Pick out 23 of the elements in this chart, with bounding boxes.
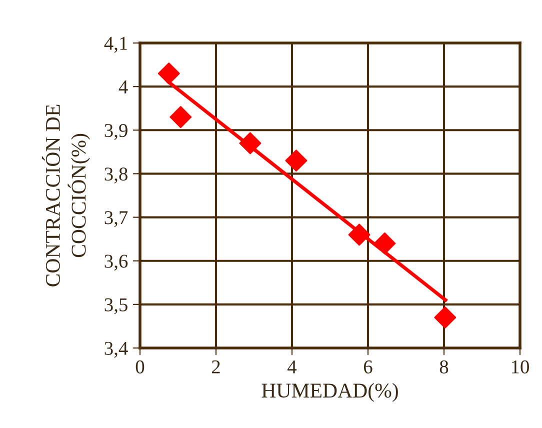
point	[285, 150, 308, 172]
y-tick-label: 3,5	[104, 298, 128, 314]
x-tick-label: 4	[288, 360, 297, 374]
y-axis-title: CONTRACCIÓN DE COCCIÓN(%)	[42, 104, 90, 286]
point	[374, 232, 396, 254]
x-tick-label: 2	[212, 360, 220, 374]
point	[348, 224, 370, 246]
x-tick-label: 8	[440, 360, 448, 374]
y-tick-label: 4	[118, 80, 128, 94]
point	[158, 62, 180, 84]
x-tick-label: 10	[512, 360, 529, 374]
y-tick-label: 3,6	[104, 254, 128, 271]
point	[434, 306, 456, 328]
x-tick-label: 6	[364, 360, 372, 374]
y-tick-label: 3,7	[104, 211, 128, 228]
point	[170, 106, 192, 128]
point	[239, 132, 262, 154]
x-axis-title: HUMEDAD(%)	[262, 382, 398, 402]
x-tick-label: 0	[136, 360, 144, 374]
y-tick-label: 4,1	[104, 36, 128, 53]
y-tick-label: 3,8	[104, 168, 128, 184]
y-tick-label: 3,4	[104, 342, 128, 358]
y-tick-label: 3,9	[104, 124, 128, 140]
